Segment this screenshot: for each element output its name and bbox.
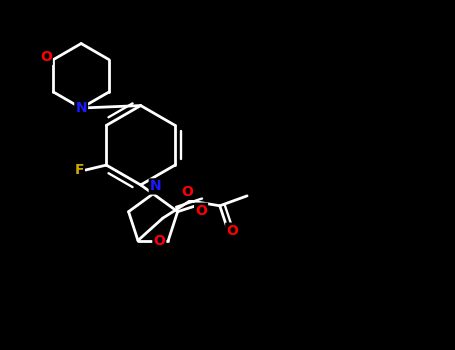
Text: F: F: [74, 163, 84, 177]
Text: O: O: [195, 204, 207, 218]
Text: O: O: [40, 50, 52, 64]
Text: N: N: [76, 101, 87, 115]
Text: O: O: [153, 233, 165, 247]
Text: O: O: [226, 224, 238, 238]
Text: N: N: [150, 180, 162, 194]
Text: O: O: [182, 185, 193, 199]
